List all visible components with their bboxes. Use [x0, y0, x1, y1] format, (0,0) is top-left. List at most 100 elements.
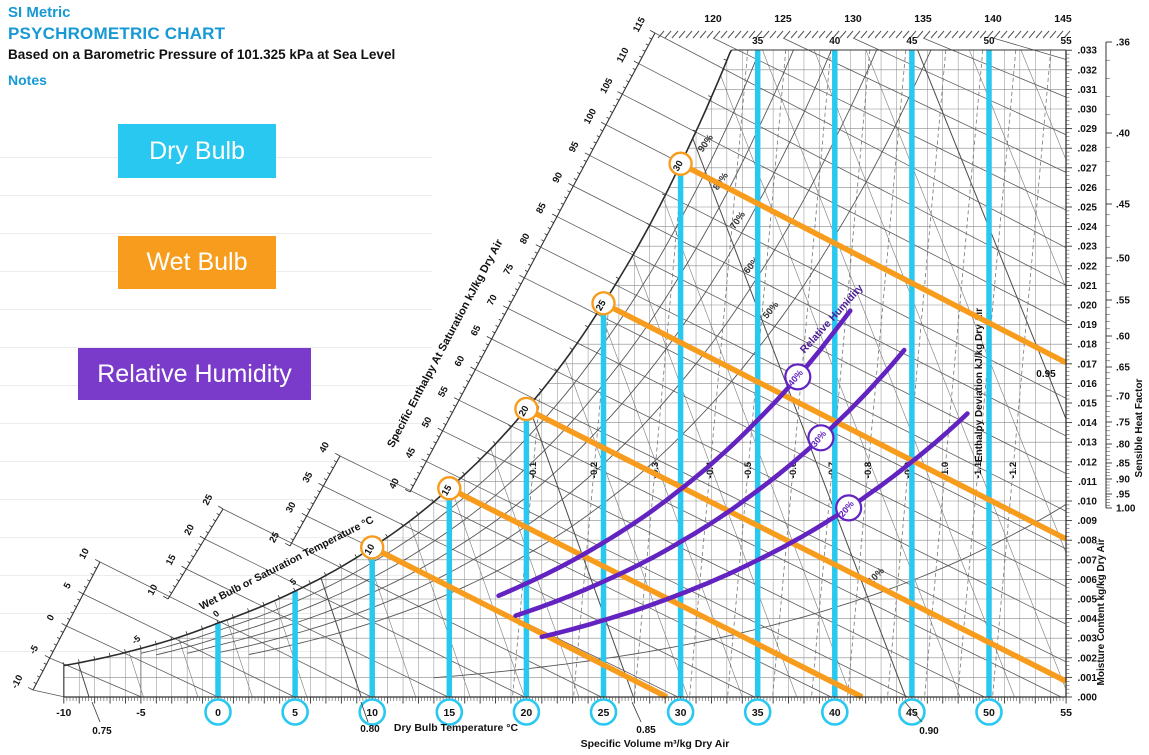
- svg-text:.90: .90: [1116, 475, 1130, 486]
- svg-text:.000: .000: [1078, 693, 1098, 704]
- svg-text:70: 70: [485, 293, 500, 308]
- svg-text:.028: .028: [1078, 144, 1098, 155]
- dry-bulb-legend-label: Dry Bulb: [149, 136, 245, 165]
- dry-bulb-legend-button[interactable]: Dry Bulb: [118, 124, 276, 178]
- svg-text:.013: .013: [1078, 438, 1098, 449]
- notes-label[interactable]: Notes: [8, 71, 47, 88]
- dry-bulb-marker-30[interactable]: 30: [666, 698, 695, 726]
- dry-bulb-marker-40[interactable]: 40: [820, 698, 849, 726]
- svg-text:.026: .026: [1078, 183, 1098, 194]
- svg-text:0: 0: [45, 613, 57, 623]
- svg-text:Sensible Heat Factor: Sensible Heat Factor: [1134, 378, 1145, 477]
- svg-text:.45: .45: [1116, 200, 1130, 211]
- svg-text:-5: -5: [130, 633, 143, 646]
- dry-bulb-marker-20[interactable]: 20: [512, 698, 541, 726]
- svg-text:15: 15: [443, 707, 455, 719]
- svg-text:20: 20: [517, 404, 532, 419]
- svg-text:120: 120: [704, 13, 722, 25]
- svg-text:Relative Humidity: Relative Humidity: [798, 282, 866, 356]
- svg-text:.033: .033: [1078, 46, 1098, 57]
- svg-text:.75: .75: [1116, 418, 1130, 429]
- svg-text:10: 10: [77, 547, 92, 562]
- svg-text:0: 0: [211, 608, 221, 619]
- svg-text:.029: .029: [1078, 124, 1098, 135]
- specific-volume-labels: 0.75 0.80 0.85 0.90 0.95 Specific Volume m³/k…: [91, 369, 1056, 750]
- axes: [63, 49, 1072, 704]
- enthalpy-top-scale: 120 125 130 135 140 145: [657, 13, 1072, 39]
- svg-text:55: 55: [1060, 707, 1072, 719]
- svg-text:-10: -10: [9, 673, 25, 690]
- wet-bulb-marker-20[interactable]: 20: [514, 396, 539, 422]
- svg-text:45: 45: [906, 36, 918, 47]
- svg-text:-0.4: -0.4: [705, 461, 716, 478]
- enthalpy-scale: -10-505101015202525303540404550556065707…: [9, 15, 656, 691]
- svg-text:20: 20: [182, 523, 197, 538]
- svg-text:.95: .95: [1116, 490, 1130, 501]
- rh-marker-40%[interactable]: 40%: [784, 363, 812, 391]
- svg-text:-10: -10: [56, 707, 71, 719]
- relative-humidity-legend-label: Relative Humidity: [97, 359, 292, 388]
- svg-text:5: 5: [62, 580, 75, 590]
- dry-bulb-marker-25[interactable]: 25: [589, 698, 618, 726]
- dry-bulb-marker-0[interactable]: 0: [204, 698, 232, 726]
- svg-text:.021: .021: [1078, 281, 1098, 292]
- svg-text:Specific Enthalpy At Satura: Specific Enthalpy At Saturation kJ/kg Dr…: [385, 237, 506, 450]
- relative-humidity-legend-button[interactable]: Relative Humidity: [78, 348, 311, 400]
- svg-text:-5: -5: [136, 707, 145, 719]
- dry-bulb-highlight-lines: [215, 50, 992, 697]
- svg-text:.007: .007: [1078, 555, 1098, 566]
- svg-text:70%: 70%: [728, 209, 748, 231]
- svg-text:100: 100: [582, 107, 599, 126]
- svg-text:50%: 50%: [761, 299, 782, 321]
- dry-bulb-marker-35[interactable]: 35: [743, 698, 772, 726]
- svg-text:.031: .031: [1078, 85, 1098, 96]
- svg-text:.55: .55: [1116, 296, 1130, 307]
- svg-text:60: 60: [453, 354, 468, 369]
- svg-text:25: 25: [201, 492, 216, 507]
- dry-bulb-marker-10[interactable]: 10: [358, 698, 387, 726]
- svg-text:.003: .003: [1078, 634, 1098, 645]
- svg-text:.50: .50: [1116, 254, 1130, 265]
- svg-text:95: 95: [567, 139, 582, 154]
- svg-text:90: 90: [551, 171, 566, 186]
- wet-bulb-legend-button[interactable]: Wet Bulb: [118, 236, 276, 289]
- dry-bulb-marker-15[interactable]: 15: [435, 698, 464, 726]
- svg-text:.016: .016: [1078, 379, 1098, 390]
- svg-text:.65: .65: [1116, 363, 1130, 374]
- svg-text:.022: .022: [1078, 261, 1098, 272]
- app-title-line2: PSYCHROMETRIC CHART: [8, 23, 226, 43]
- dry-bulb-marker-5[interactable]: 5: [281, 698, 309, 726]
- svg-text:-1.1: -1.1: [973, 461, 984, 478]
- svg-text:40: 40: [387, 477, 402, 492]
- wet-bulb-marker-25[interactable]: 25: [591, 291, 616, 316]
- dry-bulb-marker-45[interactable]: 45: [898, 698, 926, 726]
- wet-bulb-marker-15[interactable]: 15: [437, 476, 462, 501]
- svg-text:85: 85: [534, 200, 549, 215]
- svg-text:5: 5: [292, 707, 298, 719]
- svg-text:45: 45: [906, 707, 918, 719]
- wet-bulb-marker-10[interactable]: 10: [360, 535, 385, 560]
- svg-text:40: 40: [829, 707, 841, 719]
- svg-text:.001: .001: [1078, 673, 1098, 684]
- svg-text:.011: .011: [1078, 477, 1097, 488]
- svg-text:65: 65: [469, 323, 484, 338]
- svg-text:.018: .018: [1078, 340, 1098, 351]
- svg-text:.014: .014: [1078, 418, 1098, 429]
- rh-marker-20%[interactable]: 20%: [835, 494, 863, 522]
- svg-text:15: 15: [164, 552, 179, 567]
- svg-text:.025: .025: [1078, 203, 1098, 214]
- svg-text:-0.9: -0.9: [903, 462, 914, 478]
- wet-bulb-marker-30[interactable]: 30: [668, 151, 693, 176]
- enthalpy-deviation-lines: [512, 50, 1052, 697]
- svg-text:-0.8: -0.8: [863, 462, 874, 478]
- svg-text:Dry Bulb Temperature °C: Dry Bulb Temperature °C: [394, 722, 519, 734]
- svg-text:.023: .023: [1078, 242, 1098, 253]
- app-title-line1: SI Metric: [8, 4, 71, 21]
- dry-bulb-marker-50[interactable]: 50: [975, 698, 1003, 726]
- svg-text:125: 125: [774, 13, 792, 25]
- svg-text:50: 50: [420, 415, 435, 430]
- svg-text:.030: .030: [1078, 105, 1098, 116]
- rh-marker-30%[interactable]: 30%: [807, 424, 835, 452]
